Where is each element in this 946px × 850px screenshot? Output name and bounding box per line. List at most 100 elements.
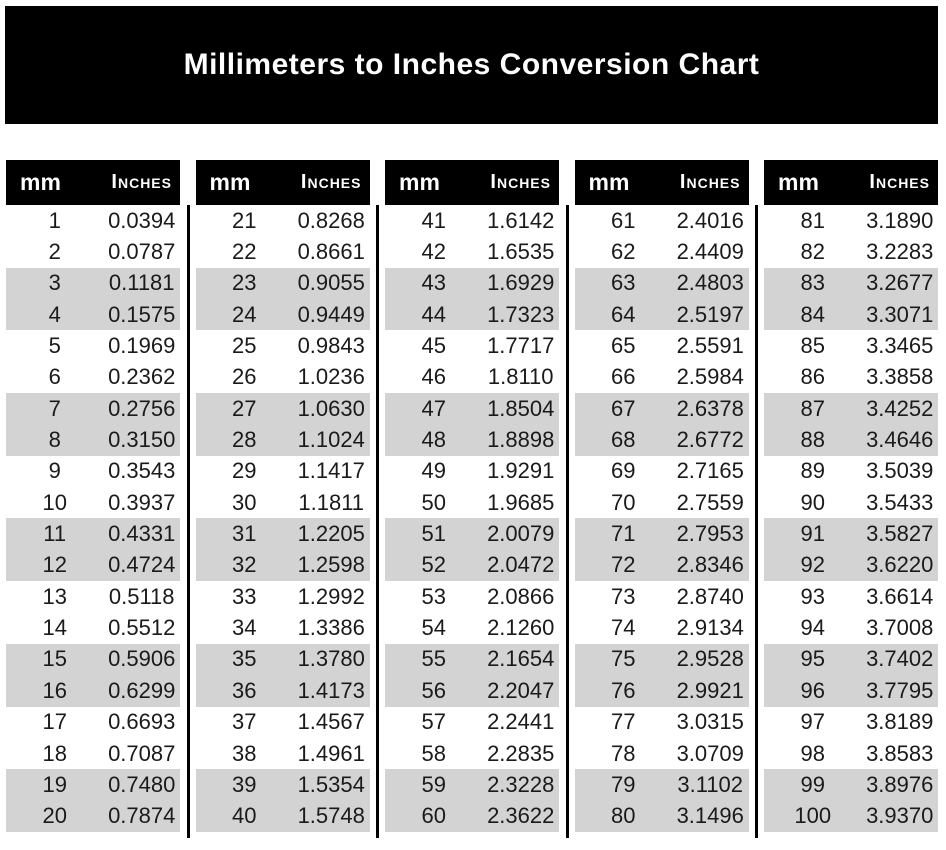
mm-value: 54	[421, 615, 446, 641]
inches-value: 1.0630	[297, 395, 365, 421]
conversion-row: 60 2.3622	[385, 800, 559, 832]
conversion-row: 70 2.7559	[575, 487, 749, 518]
conversion-row: 92 3.6220	[764, 549, 938, 582]
conversion-row: 33 1.2992	[196, 581, 370, 612]
mm-value: 32	[231, 552, 257, 578]
mm-value: 21	[231, 207, 257, 233]
conversion-column-group: mm Inches 61 2.4016 62 2.4409 63 2.4803 …	[565, 160, 749, 838]
inches-column-header: Inches	[111, 171, 172, 193]
conversion-row: 3 0.1181	[6, 267, 180, 300]
inches-value: 3.8583	[866, 740, 934, 766]
inches-value: 3.0709	[676, 740, 744, 766]
conversion-row: 76 2.9921	[574, 675, 749, 707]
inches-value: 3.0315	[676, 709, 744, 735]
conversion-row: 41 1.6142	[385, 205, 559, 236]
conversion-row: 22 0.8661	[196, 236, 370, 267]
conversion-row: 13 0.5118	[6, 581, 180, 612]
inches-value: 3.3858	[866, 364, 934, 390]
mm-value: 44	[421, 301, 446, 327]
conversion-row: 67 2.6378	[574, 393, 749, 425]
inches-value: 1.1811	[298, 489, 365, 515]
mm-value: 1	[48, 207, 61, 233]
mm-value: 75	[610, 646, 636, 672]
inches-value: 0.5512	[108, 615, 176, 641]
mm-value: 48	[421, 427, 446, 453]
conversion-row: 80 3.1496	[574, 800, 749, 832]
mm-value: 29	[231, 458, 257, 484]
conversion-row: 100 3.9370	[764, 800, 938, 832]
inches-value: 3.4646	[866, 427, 934, 453]
mm-value: 61	[610, 207, 636, 233]
mm-value: 7	[48, 395, 61, 421]
mm-value: 80	[610, 803, 636, 829]
inches-value: 2.5197	[676, 301, 744, 327]
conversion-row: 14 0.5512	[6, 612, 180, 643]
conversion-row: 52 2.0472	[385, 549, 559, 582]
inches-value: 3.1102	[677, 771, 744, 797]
mm-value: 84	[800, 301, 825, 327]
inches-value: 1.8504	[487, 395, 555, 421]
mm-value: 58	[421, 740, 446, 766]
inches-value: 0.3150	[108, 427, 176, 453]
conversion-row: 77 3.0315	[575, 707, 749, 738]
mm-value: 8	[48, 427, 61, 453]
mm-value: 30	[231, 489, 257, 515]
inches-value: 2.3228	[487, 771, 555, 797]
mm-value: 65	[610, 333, 636, 359]
conversion-table: mm Inches 1 0.0394 2 0.0787 3 0.1181 4 0…	[6, 160, 938, 838]
mm-value: 22	[231, 239, 257, 265]
inches-value: 2.2441	[487, 709, 555, 735]
inches-value: 0.1969	[108, 333, 176, 359]
mm-value: 15	[42, 646, 67, 672]
conversion-column-group: mm Inches 41 1.6142 42 1.6535 43 1.6929 …	[376, 160, 559, 838]
inches-value: 2.8740	[676, 583, 744, 609]
inches-value: 1.1417	[297, 458, 365, 484]
conversion-row: 50 1.9685	[385, 487, 559, 518]
inches-value: 2.6378	[676, 395, 744, 421]
column-group-header: mm Inches	[385, 160, 559, 205]
conversion-column-group: mm Inches 21 0.8268 22 0.8661 23 0.9055 …	[186, 160, 370, 838]
column-group-header: mm Inches	[6, 160, 180, 205]
conversion-row: 85 3.3465	[764, 330, 938, 361]
conversion-row: 53 2.0866	[385, 581, 559, 612]
conversion-row: 93 3.6614	[764, 581, 938, 612]
conversion-row: 11 0.4331	[6, 518, 180, 550]
inches-value: 1.6535	[487, 239, 555, 265]
inches-value: 3.5039	[866, 458, 934, 484]
inches-value: 3.6614	[866, 583, 934, 609]
conversion-row: 84 3.3071	[764, 299, 938, 331]
conversion-row: 47 1.8504	[385, 393, 559, 425]
mm-value: 2	[48, 239, 61, 265]
mm-column-header: mm	[209, 169, 251, 195]
mm-value: 55	[421, 646, 446, 672]
inches-value: 0.7087	[108, 740, 176, 766]
mm-value: 81	[800, 207, 825, 233]
inches-value: 1.4567	[297, 709, 365, 735]
mm-value: 37	[231, 709, 257, 735]
conversion-row: 59 2.3228	[385, 769, 559, 801]
conversion-row: 29 1.1417	[196, 456, 370, 487]
conversion-row: 40 1.5748	[195, 800, 370, 832]
mm-value: 38	[231, 740, 257, 766]
conversion-row: 88 3.4646	[764, 424, 938, 456]
inches-value: 2.4803	[676, 270, 744, 296]
conversion-row: 48 1.8898	[385, 424, 559, 456]
mm-value: 69	[610, 458, 636, 484]
conversion-column-group: mm Inches 81 3.1890 82 3.2283 83 3.2677 …	[755, 160, 938, 838]
mm-value: 3	[48, 270, 61, 296]
mm-value: 10	[42, 489, 67, 515]
mm-value: 19	[42, 771, 67, 797]
mm-value: 59	[421, 771, 446, 797]
mm-value: 85	[800, 333, 825, 359]
inches-value: 1.9291	[487, 458, 555, 484]
mm-value: 88	[800, 427, 825, 453]
conversion-row: 43 1.6929	[385, 267, 559, 300]
inches-value: 1.5354	[297, 771, 365, 797]
conversion-row: 6 0.2362	[6, 362, 180, 393]
conversion-row: 4 0.1575	[6, 299, 180, 331]
inches-value: 0.0394	[108, 207, 176, 233]
conversion-row: 58 2.2835	[385, 738, 559, 769]
inches-value: 1.3780	[297, 646, 365, 672]
conversion-row: 32 1.2598	[195, 549, 370, 582]
mm-value: 17	[42, 709, 67, 735]
